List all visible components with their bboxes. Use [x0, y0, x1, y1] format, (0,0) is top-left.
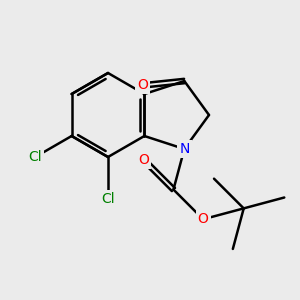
- Text: Cl: Cl: [101, 192, 115, 206]
- Text: O: O: [137, 78, 148, 92]
- Text: O: O: [198, 212, 208, 226]
- Text: Cl: Cl: [28, 150, 42, 164]
- Text: O: O: [138, 153, 149, 167]
- Text: N: N: [179, 142, 190, 156]
